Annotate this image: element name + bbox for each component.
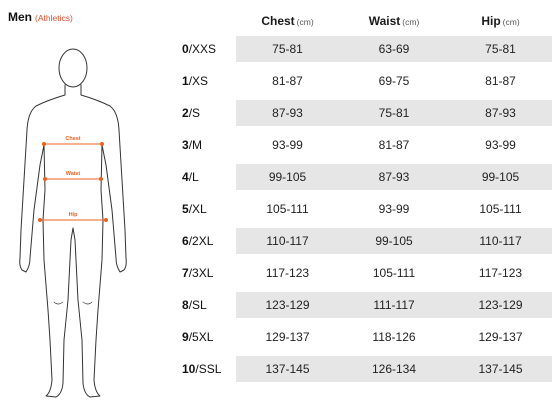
hip-value: 99-105: [449, 161, 552, 196]
table-row: 10/SSL 137-145 126-134 137-145: [172, 353, 552, 388]
body-figure: Chest Waist Hip: [18, 40, 128, 405]
hip-right-dot: [104, 218, 108, 222]
waist-value: 99-105: [339, 225, 449, 260]
waist-left-dot: [43, 177, 47, 181]
header-chest: Chest (cm): [261, 14, 314, 28]
hip-value: 87-93: [449, 97, 552, 132]
hip-left-dot: [38, 218, 42, 222]
waist-value: 69-75: [339, 65, 449, 100]
knee-marks: [53, 301, 93, 305]
title-subtitle: (Athletics): [35, 13, 73, 23]
chest-label: Chest: [65, 136, 80, 142]
torso-shape: [19, 84, 127, 398]
waist-label: Waist: [66, 171, 81, 177]
size-label: 8/SL: [172, 289, 236, 324]
chest-value: 123-129: [236, 289, 339, 324]
table-row: 8/SL 123-129 111-117 123-129: [172, 289, 552, 324]
size-label: 10/SSL: [172, 353, 236, 388]
waist-value: 75-81: [339, 97, 449, 132]
head-shape: [58, 48, 88, 88]
size-label: 4/L: [172, 161, 236, 196]
waist-value: 105-111: [339, 257, 449, 292]
chest-value: 81-87: [236, 65, 339, 100]
table-row: 9/5XL 129-137 118-126 129-137: [172, 321, 552, 356]
size-label: 9/5XL: [172, 321, 236, 356]
chest-value: 117-123: [236, 257, 339, 292]
waist-right-dot: [99, 177, 103, 181]
chest-value: 105-111: [236, 193, 339, 228]
header-waist: Waist (cm): [368, 14, 420, 28]
size-label: 3/M: [172, 129, 236, 164]
waist-value: 118-126: [339, 321, 449, 356]
waist-value: 63-69: [339, 36, 449, 68]
size-label: 6/2XL: [172, 225, 236, 260]
table-row: 6/2XL 110-117 99-105 110-117: [172, 225, 552, 260]
hip-value: 105-111: [449, 193, 552, 228]
chest-value: 110-117: [236, 225, 339, 260]
hip-value: 129-137: [449, 321, 552, 356]
chest-value: 87-93: [236, 97, 339, 132]
size-label: 0/XXS: [172, 36, 236, 68]
table-row: 4/L 99-105 87-93 99-105: [172, 161, 552, 196]
size-label: 1/XS: [172, 65, 236, 100]
hip-value: 123-129: [449, 289, 552, 324]
table-row: 1/XS 81-87 69-75 81-87: [172, 65, 552, 100]
table-row: 3/M 93-99 81-87 93-99: [172, 129, 552, 164]
table-header-row: Chest (cm) Waist (cm) Hip (cm): [172, 6, 552, 36]
header-hip: Hip (cm): [481, 14, 520, 28]
chart-title: Men (Athletics): [8, 10, 73, 24]
chest-value: 129-137: [236, 321, 339, 356]
hip-value: 137-145: [449, 353, 552, 388]
hip-value: 75-81: [449, 36, 552, 68]
chest-value: 75-81: [236, 36, 339, 68]
waist-value: 81-87: [339, 129, 449, 164]
hip-value: 93-99: [449, 129, 552, 164]
hip-value: 110-117: [449, 225, 552, 260]
chest-left-dot: [42, 142, 46, 146]
chest-right-dot: [100, 142, 104, 146]
hip-value: 81-87: [449, 65, 552, 100]
waist-value: 126-134: [339, 353, 449, 388]
waist-value: 111-117: [339, 289, 449, 324]
waist-value: 87-93: [339, 161, 449, 196]
body-outline-illustration: Chest Waist Hip: [19, 48, 127, 398]
chest-value: 99-105: [236, 161, 339, 196]
chest-value: 93-99: [236, 129, 339, 164]
table-row: 7/3XL 117-123 105-111 117-123: [172, 257, 552, 292]
hip-value: 117-123: [449, 257, 552, 292]
header-size: [172, 6, 236, 36]
hip-label: Hip: [69, 212, 79, 218]
waist-value: 93-99: [339, 193, 449, 228]
size-chart-table: Chest (cm) Waist (cm) Hip (cm) 0/XXS 75-81 63…: [172, 6, 552, 388]
table-row: 5/XL 105-111 93-99 105-111: [172, 193, 552, 228]
table-row: 0/XXS 75-81 63-69 75-81: [172, 36, 552, 68]
size-label: 5/XL: [172, 193, 236, 228]
chest-value: 137-145: [236, 353, 339, 388]
size-label: 2/S: [172, 97, 236, 132]
table-row: 2/S 87-93 75-81 87-93: [172, 97, 552, 132]
size-label: 7/3XL: [172, 257, 236, 292]
title-main: Men: [8, 10, 32, 24]
